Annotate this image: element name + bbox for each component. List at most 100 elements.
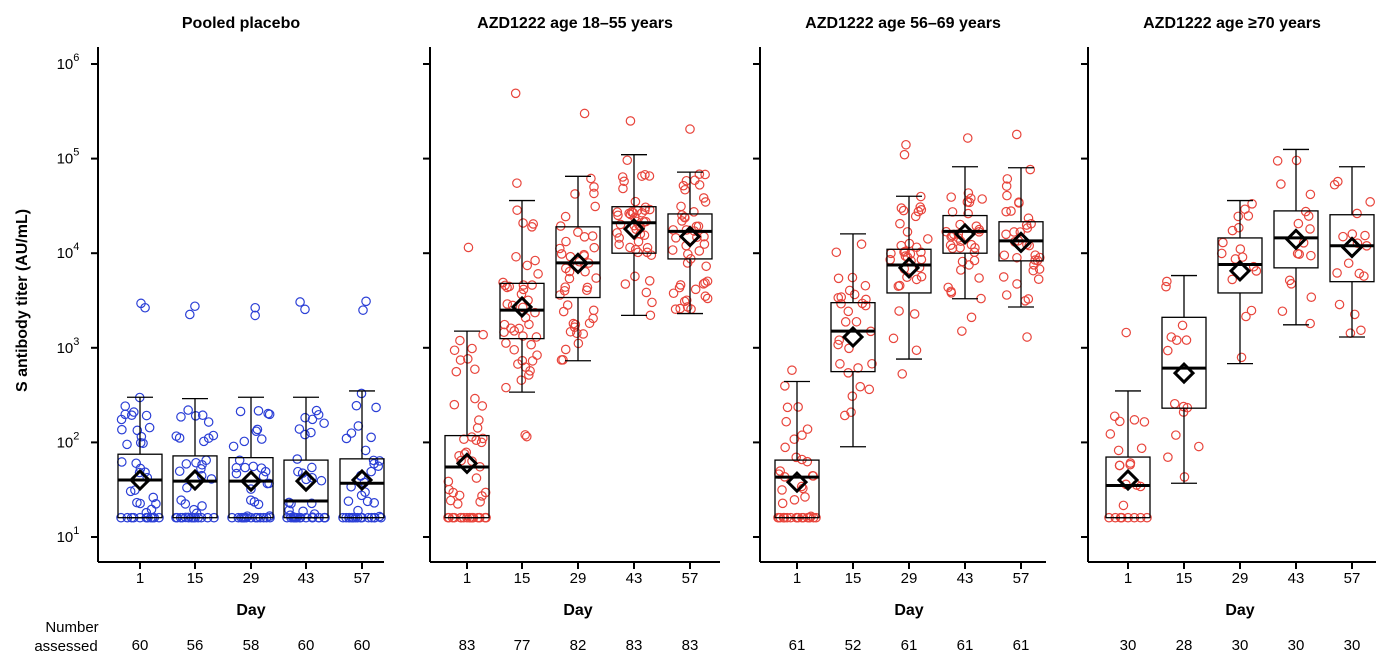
data-point (562, 300, 573, 310)
data-point (555, 221, 566, 231)
data-point (974, 273, 984, 283)
data-point (117, 424, 127, 435)
box-43 (1272, 148, 1319, 329)
data-point (527, 280, 537, 290)
number-assessed-value: 52 (845, 637, 862, 653)
data-point (1114, 460, 1125, 471)
data-point (840, 317, 851, 327)
data-point (689, 175, 700, 186)
data-point (475, 497, 485, 507)
data-point (588, 313, 598, 324)
data-point (459, 434, 469, 444)
data-point (231, 462, 242, 473)
data-point (947, 207, 958, 217)
data-point (346, 428, 357, 438)
data-point (294, 424, 305, 434)
data-point (1248, 261, 1259, 272)
data-point (203, 433, 214, 443)
x-tick-label: 57 (1344, 570, 1361, 587)
panel-title: Pooled placebo (182, 15, 300, 32)
geometric-mean-marker (1009, 231, 1033, 254)
x-tick-label: 1 (136, 570, 144, 587)
geometric-mean-marker (1172, 361, 1196, 385)
data-point (911, 274, 922, 285)
iqr-box (283, 459, 329, 519)
outlier-point (190, 301, 200, 312)
data-point (1233, 211, 1244, 222)
data-point (1014, 197, 1024, 208)
data-point (564, 273, 575, 284)
x-tick-label: 1 (1124, 570, 1132, 587)
x-axis-label: Day (1225, 602, 1254, 619)
data-point (518, 284, 529, 295)
y-tick-exponent-2: 3 (73, 336, 79, 348)
data-point (1171, 430, 1181, 440)
data-point (1236, 352, 1247, 363)
data-point (896, 203, 907, 213)
data-point (206, 474, 217, 484)
data-point (524, 319, 534, 330)
data-point (448, 487, 458, 498)
data-point (867, 358, 877, 369)
geometric-mean-marker (294, 469, 318, 493)
outlier-point (250, 310, 260, 321)
data-point (864, 384, 875, 395)
data-point (1002, 190, 1012, 201)
data-point (470, 393, 480, 404)
data-point (847, 391, 858, 402)
x-tick-label: 15 (1176, 570, 1193, 587)
data-point (518, 331, 528, 341)
data-point (360, 445, 371, 456)
data-point (641, 287, 652, 298)
data-point (582, 282, 593, 293)
data-point (789, 495, 800, 505)
box-1 (116, 298, 164, 523)
data-point (1354, 268, 1365, 279)
data-point (116, 457, 127, 467)
y-tick-label-3: 104 (57, 241, 80, 262)
data-point (675, 280, 686, 290)
outlier-point (899, 149, 910, 160)
data-point (970, 243, 980, 253)
data-point (235, 406, 246, 417)
x-tick-label: 1 (463, 570, 471, 587)
data-point (923, 234, 933, 244)
data-point (500, 280, 510, 291)
data-point (620, 279, 631, 289)
data-point (148, 492, 159, 503)
data-point (199, 436, 209, 447)
data-point (580, 266, 590, 277)
data-point (911, 345, 922, 356)
data-point (913, 206, 924, 217)
data-point (999, 250, 1010, 261)
data-point (514, 323, 524, 334)
data-point (802, 456, 813, 467)
box-57 (998, 129, 1045, 342)
data-point (518, 218, 528, 228)
number-assessed-value: 56 (187, 637, 204, 653)
data-point (522, 260, 533, 271)
data-point (974, 224, 985, 235)
data-point (501, 382, 511, 393)
data-point (627, 207, 637, 217)
data-point (362, 496, 373, 507)
box-29 (555, 108, 601, 365)
box-15 (498, 88, 545, 442)
data-point (1352, 208, 1362, 219)
data-point (248, 461, 259, 472)
data-point (307, 414, 318, 425)
data-point (1025, 164, 1036, 175)
data-point (644, 204, 655, 215)
data-point (353, 421, 364, 431)
outlier-point (185, 309, 195, 320)
data-point (969, 247, 980, 258)
iqr-box (172, 455, 218, 519)
number-assessed-value: 60 (298, 637, 315, 653)
data-point (144, 422, 155, 433)
data-point (183, 405, 193, 415)
data-point (625, 242, 635, 253)
data-point (1305, 189, 1316, 200)
data-point (1030, 250, 1041, 260)
data-point (454, 451, 464, 461)
data-point (910, 211, 921, 222)
